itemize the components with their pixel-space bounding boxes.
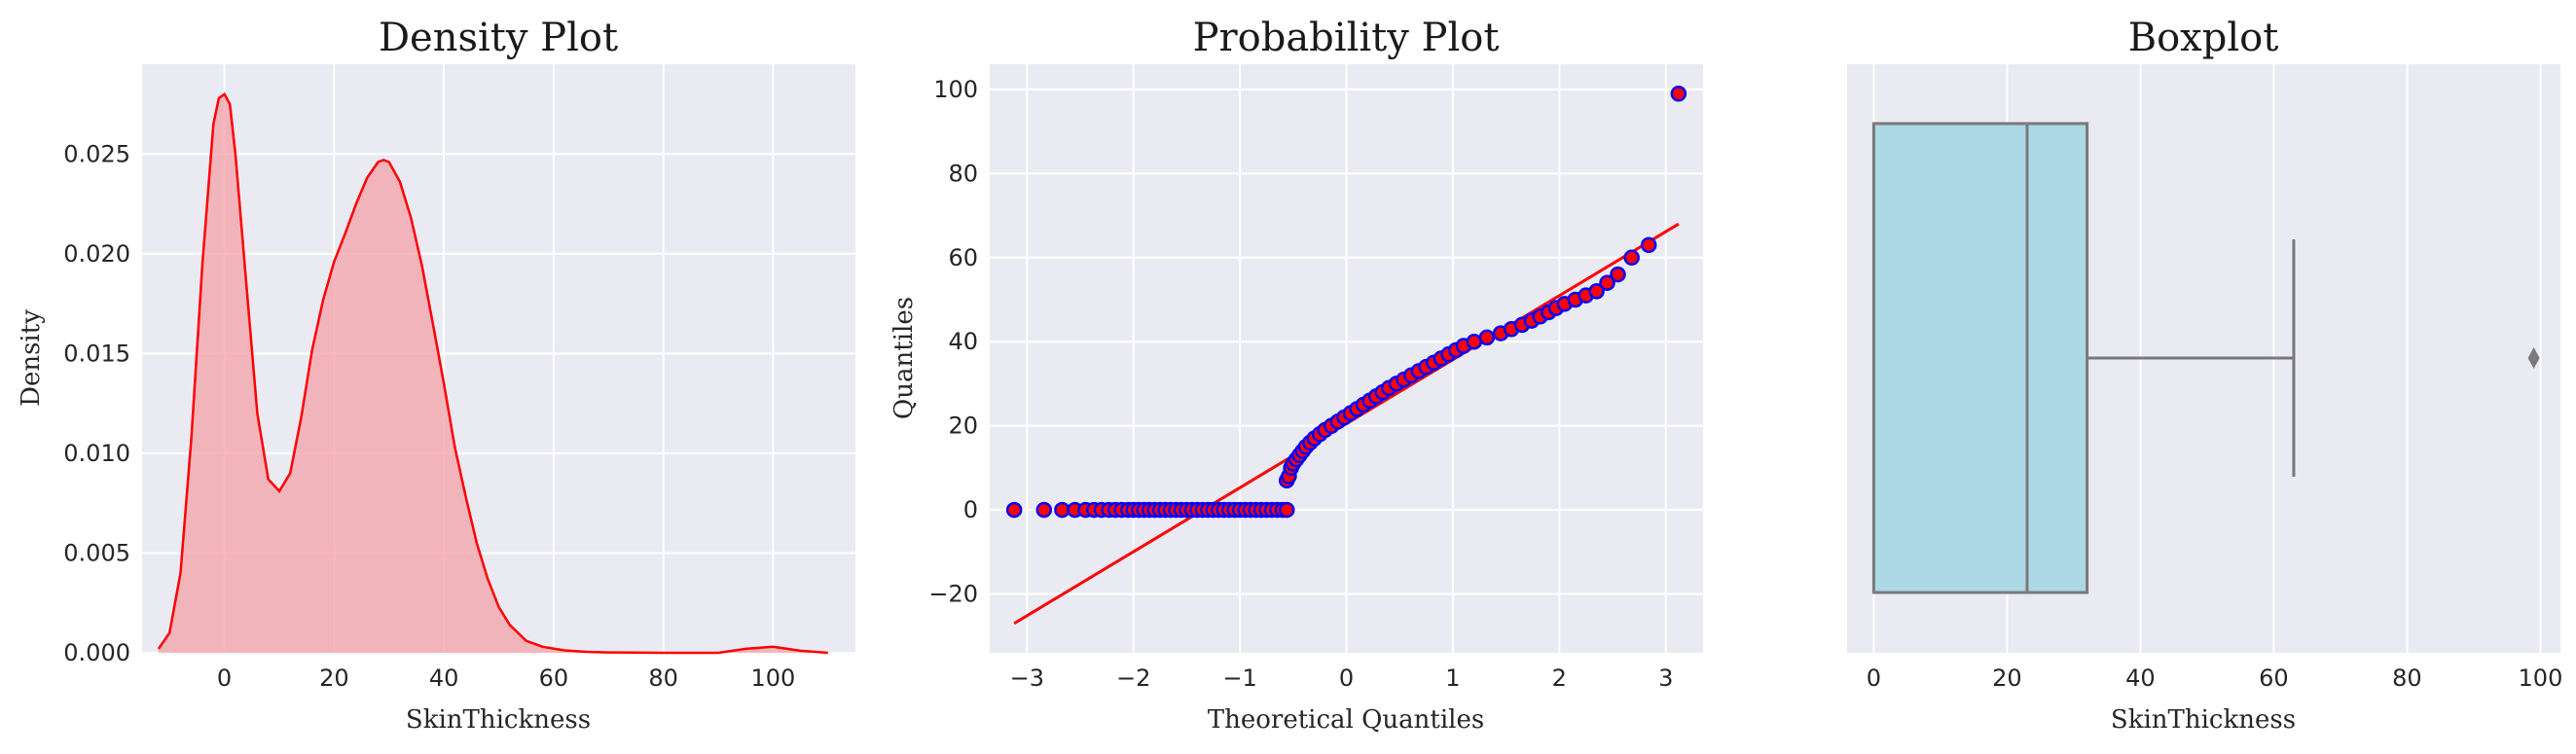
y-tick-label: 0.005 <box>63 539 130 566</box>
x-tick-label: 0 <box>1867 664 1881 692</box>
outlier-point <box>2527 347 2540 369</box>
boxplot-title: Boxplot <box>2128 16 2279 60</box>
y-tick-label: 0.015 <box>63 340 130 367</box>
x-tick-label: 60 <box>2259 664 2289 692</box>
x-tick-label: 0 <box>217 664 232 692</box>
x-tick-label: 2 <box>1552 664 1567 692</box>
probability-title: Probability Plot <box>1193 16 1500 60</box>
y-tick-label: 0.025 <box>63 140 130 167</box>
y-tick-label: 0.010 <box>63 440 130 467</box>
x-tick-label: −3 <box>1010 664 1044 692</box>
box-iqr <box>1871 122 2089 594</box>
x-tick-label: 60 <box>539 664 569 692</box>
qq-point <box>1005 501 1023 519</box>
qq-point <box>1588 283 1605 300</box>
density-ylabel: Density <box>17 309 46 407</box>
probability-panel: −3 −2 −1 0 1 2 3 −20 0 20 40 60 80 100 Probability Pl… <box>889 16 1703 735</box>
qq-point <box>1478 329 1496 346</box>
y-tick-label: 100 <box>933 76 978 103</box>
x-tick-label: 1 <box>1445 664 1460 692</box>
x-tick-label: 20 <box>1992 664 2022 692</box>
x-tick-label: 0 <box>1339 664 1354 692</box>
boxplot-panel: 0 20 40 60 80 100 Boxplot SkinThickness <box>1847 16 2562 735</box>
y-tick-label: 20 <box>948 413 978 440</box>
x-tick-label: 3 <box>1658 664 1673 692</box>
qq-point <box>1610 266 1626 283</box>
density-fill <box>158 93 828 654</box>
density-xlabel: SkinThickness <box>406 705 591 735</box>
y-tick-label: 0 <box>963 496 978 523</box>
x-tick-label: −2 <box>1116 664 1150 692</box>
x-tick-label: 100 <box>2519 664 2563 692</box>
qq-point <box>1640 236 1657 254</box>
probability-xlabel: Theoretical Quantiles <box>1208 705 1484 735</box>
x-tick-label: 80 <box>2392 664 2422 692</box>
boxplot-xlabel: SkinThickness <box>2111 705 2296 735</box>
qq-point <box>1278 501 1295 519</box>
qq-point <box>1623 249 1640 267</box>
qq-point <box>1599 274 1615 291</box>
y-tick-label: 40 <box>948 328 978 355</box>
x-tick-label: 40 <box>2125 664 2156 692</box>
x-tick-label: 80 <box>648 664 678 692</box>
x-tick-label: 100 <box>751 664 796 692</box>
qq-point <box>1035 501 1053 519</box>
probability-ylabel: Quantiles <box>889 297 919 419</box>
y-tick-label: 0.020 <box>63 240 130 268</box>
y-tick-label: 80 <box>948 160 978 187</box>
y-tick-label: 0.000 <box>63 639 130 666</box>
x-tick-label: −1 <box>1222 664 1256 692</box>
qq-point <box>1670 86 1687 102</box>
x-tick-label: 40 <box>429 664 459 692</box>
y-tick-label: 60 <box>948 244 978 271</box>
x-tick-label: 20 <box>319 664 349 692</box>
density-curve <box>157 91 828 655</box>
y-tick-label: −20 <box>928 581 978 608</box>
density-panel: 0 20 40 60 80 100 0.000 0.005 0.010 0.015 0.020 0.0… <box>17 16 855 735</box>
density-title: Density Plot <box>379 16 618 60</box>
